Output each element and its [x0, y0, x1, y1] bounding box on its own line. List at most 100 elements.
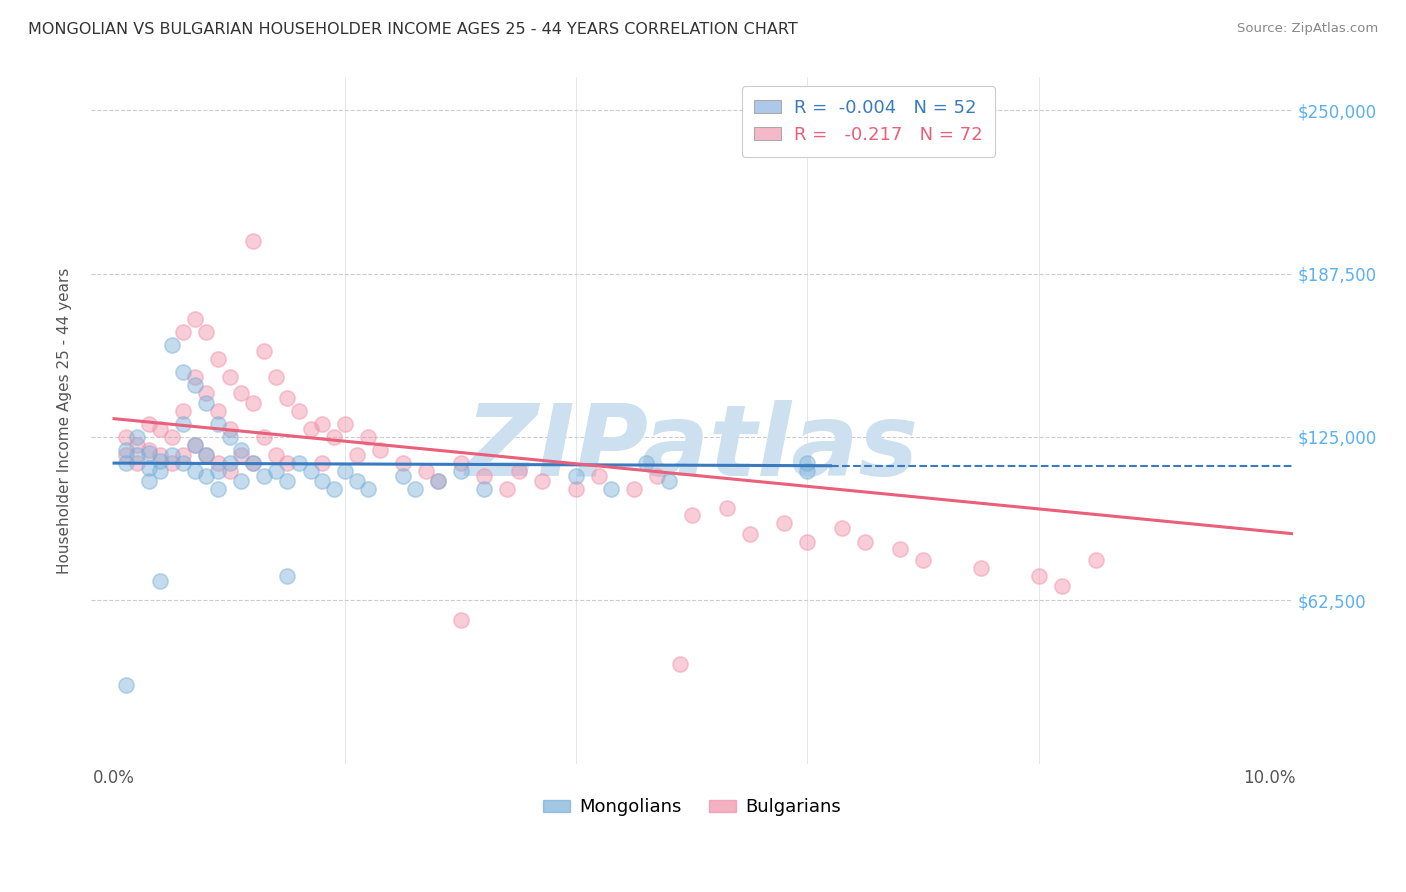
Point — [207, 417, 229, 431]
Point — [138, 417, 160, 431]
Point — [346, 475, 368, 489]
Point — [299, 464, 322, 478]
Point — [911, 553, 934, 567]
Point — [831, 521, 853, 535]
Point — [311, 475, 333, 489]
Point — [138, 475, 160, 489]
Point — [218, 464, 240, 478]
Legend: Mongolians, Bulgarians: Mongolians, Bulgarians — [536, 791, 848, 823]
Point — [127, 438, 149, 452]
Point — [276, 475, 298, 489]
Point — [184, 438, 207, 452]
Point — [207, 464, 229, 478]
Point — [127, 456, 149, 470]
Point — [346, 448, 368, 462]
Point — [149, 453, 172, 467]
Text: Source: ZipAtlas.com: Source: ZipAtlas.com — [1237, 22, 1378, 36]
Point — [588, 469, 610, 483]
Point — [127, 430, 149, 444]
Point — [172, 448, 194, 462]
Point — [276, 568, 298, 582]
Point — [218, 369, 240, 384]
Point — [242, 456, 264, 470]
Point — [1028, 568, 1050, 582]
Point — [253, 430, 276, 444]
Point — [392, 456, 415, 470]
Point — [565, 483, 588, 497]
Point — [645, 469, 668, 483]
Point — [207, 351, 229, 366]
Point — [264, 448, 287, 462]
Point — [149, 574, 172, 588]
Point — [195, 326, 218, 340]
Point — [530, 475, 553, 489]
Point — [404, 483, 426, 497]
Point — [231, 475, 253, 489]
Point — [796, 464, 818, 478]
Point — [149, 422, 172, 436]
Point — [450, 456, 472, 470]
Point — [357, 430, 380, 444]
Point — [195, 448, 218, 462]
Point — [335, 417, 357, 431]
Point — [184, 438, 207, 452]
Point — [218, 430, 240, 444]
Text: MONGOLIAN VS BULGARIAN HOUSEHOLDER INCOME AGES 25 - 44 YEARS CORRELATION CHART: MONGOLIAN VS BULGARIAN HOUSEHOLDER INCOM… — [28, 22, 797, 37]
Point — [796, 456, 818, 470]
Point — [276, 391, 298, 405]
Point — [299, 422, 322, 436]
Point — [138, 445, 160, 459]
Point — [415, 464, 437, 478]
Point — [634, 456, 657, 470]
Point — [508, 464, 530, 478]
Point — [218, 456, 240, 470]
Point — [264, 369, 287, 384]
Point — [114, 430, 136, 444]
Point — [218, 422, 240, 436]
Point — [357, 483, 380, 497]
Point — [149, 464, 172, 478]
Point — [253, 343, 276, 358]
Point — [1085, 553, 1108, 567]
Point — [623, 483, 645, 497]
Point — [242, 396, 264, 410]
Point — [311, 417, 333, 431]
Point — [796, 534, 818, 549]
Point — [114, 448, 136, 462]
Point — [322, 483, 344, 497]
Point — [600, 483, 623, 497]
Point — [472, 483, 495, 497]
Point — [738, 526, 761, 541]
Point — [231, 443, 253, 458]
Point — [496, 483, 519, 497]
Point — [195, 448, 218, 462]
Point — [335, 464, 357, 478]
Point — [207, 404, 229, 418]
Point — [681, 508, 703, 523]
Point — [172, 326, 194, 340]
Point — [288, 456, 311, 470]
Point — [658, 475, 681, 489]
Y-axis label: Householder Income Ages 25 - 44 years: Householder Income Ages 25 - 44 years — [58, 268, 72, 574]
Point — [970, 560, 993, 574]
Point — [149, 448, 172, 462]
Point — [160, 338, 183, 352]
Point — [426, 475, 449, 489]
Point — [311, 456, 333, 470]
Point — [184, 377, 207, 392]
Point — [160, 430, 183, 444]
Point — [450, 464, 472, 478]
Point — [264, 464, 287, 478]
Point — [114, 443, 136, 458]
Point — [138, 443, 160, 458]
Point — [853, 534, 876, 549]
Point — [276, 456, 298, 470]
Point — [184, 464, 207, 478]
Point — [773, 516, 796, 531]
Point — [127, 448, 149, 462]
Point — [565, 469, 588, 483]
Point — [889, 542, 911, 557]
Point — [195, 385, 218, 400]
Point — [231, 385, 253, 400]
Text: ZIPatlas: ZIPatlas — [465, 400, 918, 497]
